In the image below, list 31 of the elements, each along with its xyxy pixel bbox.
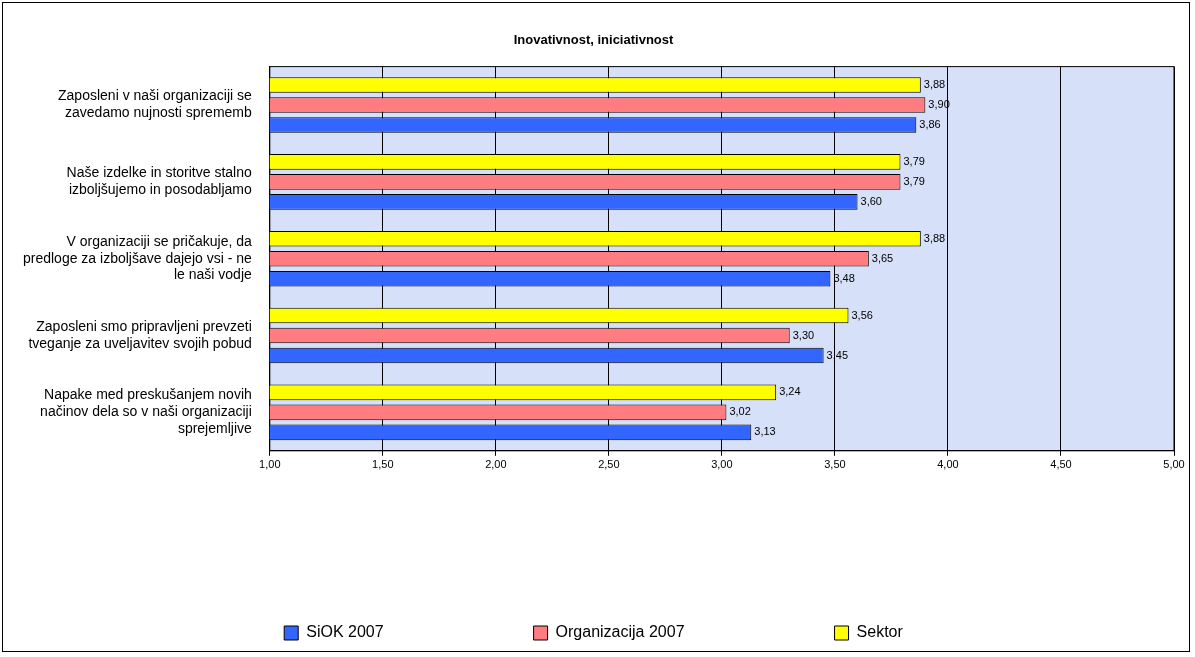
data-label: 3,60: [860, 194, 882, 207]
y-tick-label: Naše izdelke in storitve stalno izboljšujemo in posodabljamo: [66, 164, 253, 198]
y-tick-label: Zaposleni smo pripravljeni prevzeti tveganje za uveljavitev svojih pobud: [28, 318, 252, 351]
x-tick-label: 1,50: [372, 458, 394, 471]
data-label: 3,30: [792, 328, 815, 341]
y-tick-label: Napake med preskušanjem novih načinov dela so v naši organizaciji sprejemljive: [40, 386, 252, 437]
chart-title: Inovativnost, iniciativnost: [513, 32, 674, 48]
x-tick-label: 5,00: [1163, 458, 1185, 471]
data-label: 3,79: [903, 174, 925, 187]
data-label: 3,13: [754, 425, 776, 438]
x-tick-label: 3,50: [824, 458, 846, 471]
data-label: 3,86: [919, 118, 941, 131]
data-label: 3,88: [923, 231, 946, 244]
x-tick-label: 2,50: [598, 458, 620, 471]
legend-label: Organizacija 2007: [555, 623, 685, 641]
data-label: 3,65: [871, 251, 894, 264]
x-tick-label: 1,00: [259, 458, 281, 471]
data-label: 3,24: [779, 385, 801, 398]
data-label: 3,56: [851, 308, 873, 321]
data-label: 3,88: [923, 78, 946, 91]
data-label: 3,02: [729, 405, 751, 418]
y-tick-label: Zaposleni v naši organizaciji se zavedamo nujnosti sprememb: [58, 87, 253, 121]
legend-label: SiOK 2007: [306, 623, 384, 641]
x-tick-label: 2,00: [485, 458, 507, 471]
y-tick-label: V organizaciji se pričakuje, da predloge za izboljšave dajejo vsi - ne le naši vodje: [22, 232, 253, 283]
data-label: 3,79: [903, 154, 925, 167]
data-label: 3,48: [833, 271, 855, 284]
x-tick-label: 4,00: [937, 458, 959, 471]
x-tick-label: 4,50: [1050, 458, 1072, 471]
x-tick-label: 3,00: [711, 458, 733, 471]
legend-label: Sektor: [856, 623, 904, 641]
